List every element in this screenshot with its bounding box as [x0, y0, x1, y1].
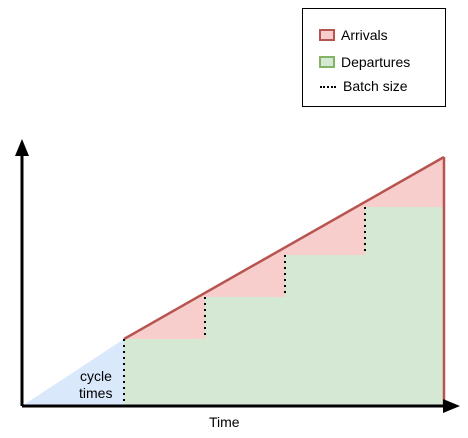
cycle-times-label-line1: cycle [80, 368, 112, 384]
cycle-time-region [22, 339, 124, 406]
x-axis-label: Time [209, 414, 240, 430]
legend-label-batch-size: Batch size [343, 78, 408, 94]
departure-step-4 [365, 207, 444, 406]
departure-step-3 [285, 255, 365, 406]
legend-item-departures: Departures [319, 54, 410, 70]
departures-swatch [319, 56, 335, 68]
cycle-times-label-line2: times [79, 385, 113, 401]
legend: Arrivals Departures Batch size [302, 8, 446, 107]
y-axis-arrowhead [15, 139, 29, 156]
x-axis-arrowhead [443, 399, 460, 413]
dotted-line-icon [319, 80, 337, 92]
legend-item-batch-size: Batch size [319, 78, 408, 94]
legend-label-arrivals: Arrivals [341, 27, 388, 43]
departure-step-1 [124, 339, 205, 406]
legend-label-departures: Departures [341, 54, 411, 70]
arrivals-swatch [319, 29, 335, 41]
departure-step-2 [205, 297, 285, 406]
legend-item-arrivals: Arrivals [319, 27, 388, 43]
arrivals-line [123, 155, 445, 341]
